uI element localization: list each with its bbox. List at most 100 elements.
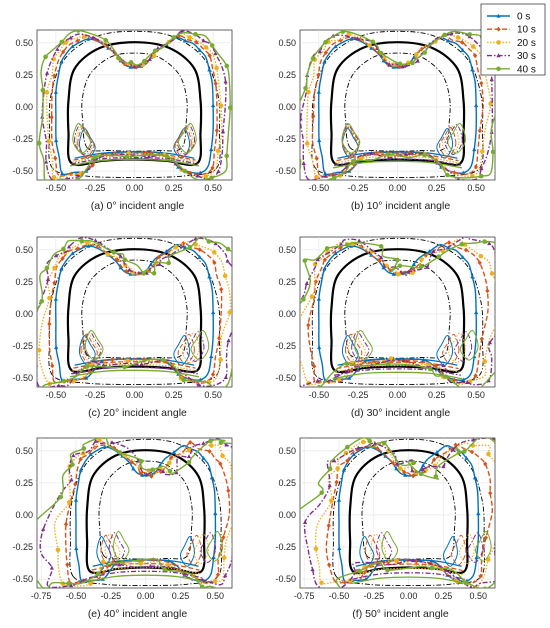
series-3-marker-3	[302, 520, 308, 524]
series-3-marker-45	[315, 378, 320, 383]
series-1-floor	[336, 153, 459, 162]
series-4-floor	[69, 369, 200, 378]
series-2-marker-2	[55, 547, 61, 553]
series-2-marker-28	[214, 65, 219, 71]
series-0-marker-26	[197, 254, 202, 259]
series-4-marker-38	[427, 366, 433, 372]
series-0-marker-22	[171, 450, 177, 455]
series-4-debris-0	[354, 329, 373, 361]
series-1-marker-1	[65, 562, 70, 567]
series-3-marker-9	[68, 35, 73, 40]
series-0-marker-26	[464, 455, 469, 460]
series-4-marker-32	[231, 358, 232, 363]
series-4-debris-1	[177, 122, 197, 154]
series-4-marker-36	[445, 172, 450, 178]
series-3-marker-29	[523, 488, 527, 492]
y-tick-label: 0.00	[278, 510, 296, 520]
series-1-marker-29	[488, 490, 493, 496]
series-4-marker-6	[327, 466, 333, 472]
series-1-marker-33	[473, 373, 478, 379]
series-2-marker-32	[479, 149, 485, 154]
legend-entry-0: 0 s	[517, 12, 530, 23]
panel-1: -0.50 -0.25 0.00 0.25 0.50 0.50 0.25 0.00 -0.25 -…	[12, 29, 233, 212]
series-2-marker-30	[498, 313, 502, 317]
series-2-marker-0	[51, 174, 57, 180]
series-4-contour	[300, 30, 495, 180]
series-3-marker-1	[49, 565, 54, 570]
series-3-marker-5	[45, 70, 50, 75]
series-3-marker-7	[315, 257, 320, 262]
series-4-marker-24	[206, 239, 212, 244]
series-4-marker-26	[209, 43, 215, 48]
series-4-marker-4	[303, 85, 308, 91]
series-4-marker-16	[141, 271, 146, 276]
y-tick-label: 0.50	[15, 38, 33, 48]
series-1-contour	[50, 35, 218, 177]
series-3-marker-25	[213, 241, 218, 246]
series-4-marker-16	[150, 467, 155, 472]
series-4-debris-0	[112, 530, 130, 562]
series-0-marker-30	[211, 310, 216, 315]
series-1-debris-0	[341, 126, 360, 158]
series-3-marker-35	[200, 577, 205, 582]
series-4-marker-6	[302, 258, 308, 263]
x-tick-label: -0.25	[85, 390, 106, 400]
series-1-marker-25	[463, 247, 469, 253]
panel-3: -0.50 -0.25 0.00 0.25 0.50 0.50 0.25 0.00 -0.25 -…	[12, 236, 233, 419]
series-4-contour	[300, 438, 495, 588]
y-tick-label: 0.25	[278, 478, 296, 488]
series-0-marker-14	[381, 265, 386, 270]
series-4-marker-10	[340, 30, 346, 34]
series-4-debris-0	[84, 329, 104, 361]
series-2-debris-0	[81, 332, 100, 364]
series-3-marker-37	[170, 365, 175, 370]
series-3-marker-35	[456, 176, 460, 180]
series-4-marker-12	[378, 244, 384, 249]
series-4-marker-40	[122, 364, 127, 370]
series-3-floor	[352, 572, 465, 580]
series-3-marker-41	[117, 562, 122, 567]
series-4-floor	[332, 371, 463, 380]
series-3-debris-0	[341, 124, 360, 155]
series-4-marker-44	[75, 177, 80, 180]
series-3-marker-7	[54, 253, 59, 258]
design-profile	[66, 248, 203, 374]
series-4-marker-42	[95, 571, 101, 577]
series-0-floor	[337, 358, 458, 366]
series-0-marker-32	[472, 147, 477, 152]
series-0-marker-24	[446, 38, 451, 43]
series-0-marker-2	[54, 345, 59, 350]
series-4-marker-2	[280, 354, 284, 358]
y-tick-label: -0.25	[12, 341, 33, 351]
series-0-marker-6	[78, 467, 83, 472]
series-3-marker-29	[507, 285, 511, 289]
x-tick-label: -0.25	[348, 390, 369, 400]
x-tick-label: 0.50	[467, 183, 485, 193]
series-3-marker-19	[441, 464, 446, 469]
x-tick-label: -0.25	[364, 591, 385, 601]
series-1-marker-17	[397, 64, 402, 70]
series-0-marker-4	[73, 497, 79, 502]
series-3-debris-1	[186, 331, 205, 362]
series-1-marker-11	[375, 446, 380, 451]
series-1-floor	[91, 562, 200, 571]
series-0-debris-1	[442, 536, 458, 567]
series-2-floor	[335, 364, 460, 373]
series-2-marker-34	[203, 173, 209, 179]
series-4-marker-34	[479, 173, 484, 179]
series-2-contour	[45, 32, 223, 179]
x-tick-label: 0.00	[126, 390, 144, 400]
series-4-marker-36	[443, 374, 448, 379]
series-4-marker-2	[284, 553, 288, 557]
series-0-marker-22	[164, 249, 169, 254]
series-2-marker-26	[220, 453, 225, 459]
series-0-marker-32	[474, 555, 479, 560]
series-4-marker-10	[367, 438, 372, 444]
series-1-marker-29	[219, 286, 224, 292]
design-profile	[329, 41, 466, 167]
series-4-debris-1	[206, 530, 224, 562]
series-4-marker-6	[310, 56, 316, 61]
series-3-marker-11	[109, 440, 115, 445]
series-2-marker-8	[63, 40, 68, 45]
